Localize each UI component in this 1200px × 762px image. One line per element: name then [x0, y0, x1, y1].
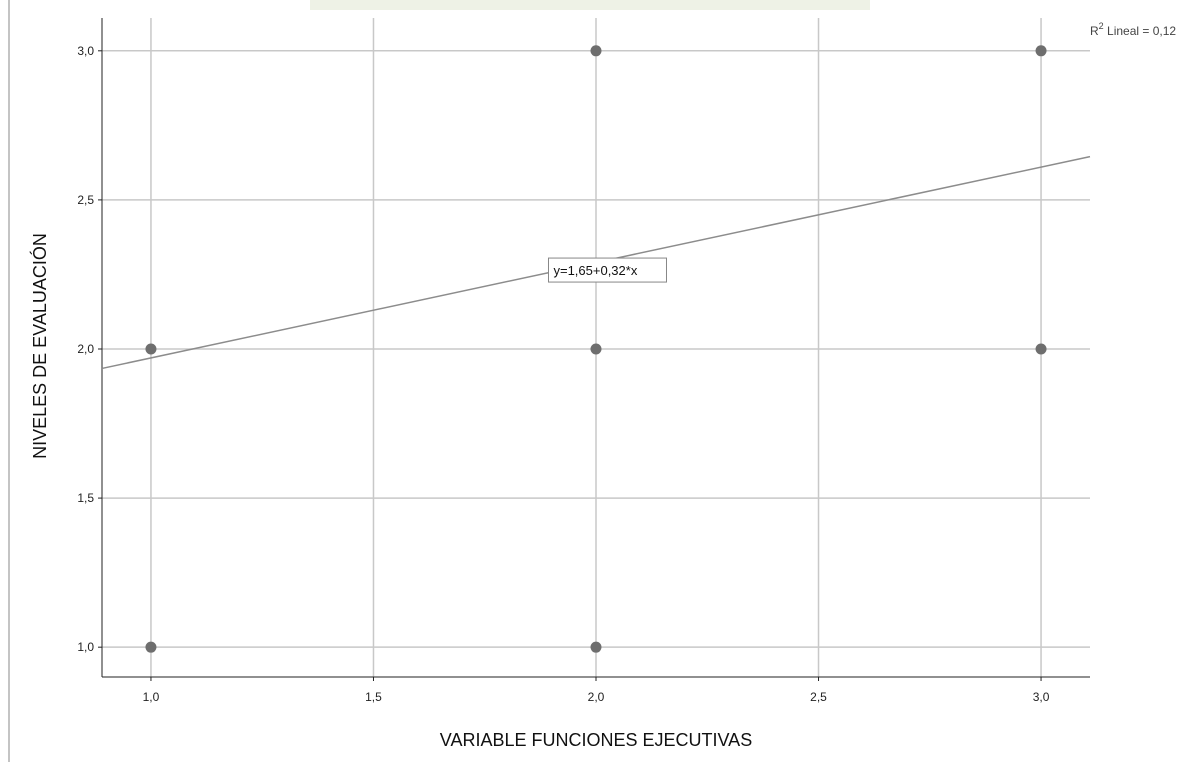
r2-superscript: 2 [1099, 21, 1104, 31]
svg-text:R2 Lineal = 0,12: R2 Lineal = 0,12 [1090, 21, 1176, 38]
x-tick-label: 2,5 [810, 690, 827, 704]
data-point [590, 343, 602, 355]
r2-prefix: R [1090, 24, 1099, 38]
y-tick-label: 2,5 [77, 193, 94, 207]
fit-equation-text: y=1,65+0,32*x [553, 263, 637, 278]
r2-value: Lineal = 0,12 [1104, 24, 1177, 38]
fit-equation-box [547, 257, 667, 283]
watermark-graphic [310, 0, 870, 10]
data-point [1035, 343, 1047, 355]
fit-equation-label: y=1,65+0,32*x [547, 257, 667, 283]
axes [8, 0, 1090, 762]
data-point [590, 641, 602, 653]
data-point [1035, 45, 1047, 57]
x-tick-label: 3,0 [1033, 690, 1050, 704]
x-tick-label: 2,0 [588, 690, 605, 704]
data-points [145, 45, 1047, 653]
data-point [590, 45, 602, 57]
data-point [145, 343, 157, 355]
y-tick-label: 2,0 [77, 342, 94, 356]
fit-line-group: y=1,65+0,32*x [101, 155, 1091, 370]
y-tick-label: 1,0 [77, 640, 94, 654]
y-tick-label: 1,5 [77, 491, 94, 505]
x-tick-label: 1,5 [365, 690, 382, 704]
r2-annotation: R2 Lineal = 0,12 [1090, 21, 1176, 38]
y-tick-label: 3,0 [77, 44, 94, 58]
tick-labels: 1,0 1,5 2,0 2,5 3,0 1,0 1,5 2,0 2,5 3,0 [77, 44, 1049, 704]
x-tick-label: 1,0 [143, 690, 160, 704]
data-point [145, 641, 157, 653]
x-axis-title: VARIABLE FUNCIONES EJECUTIVAS [440, 730, 752, 750]
y-axis-title: NIVELES DE EVALUACIÓN [29, 233, 50, 459]
